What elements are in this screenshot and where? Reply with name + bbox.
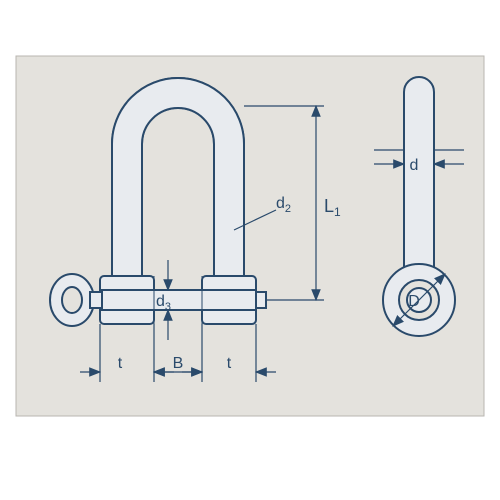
diagram-svg: L1 d2 d3 t B t d D — [0, 0, 500, 500]
label-t-left: t — [118, 355, 123, 372]
label-t-right: t — [227, 355, 232, 372]
label-d: d — [410, 157, 419, 174]
shackle-dimension-diagram: L1 d2 d3 t B t d D — [0, 0, 500, 500]
label-B: B — [173, 355, 184, 372]
label-D: D — [408, 293, 420, 310]
